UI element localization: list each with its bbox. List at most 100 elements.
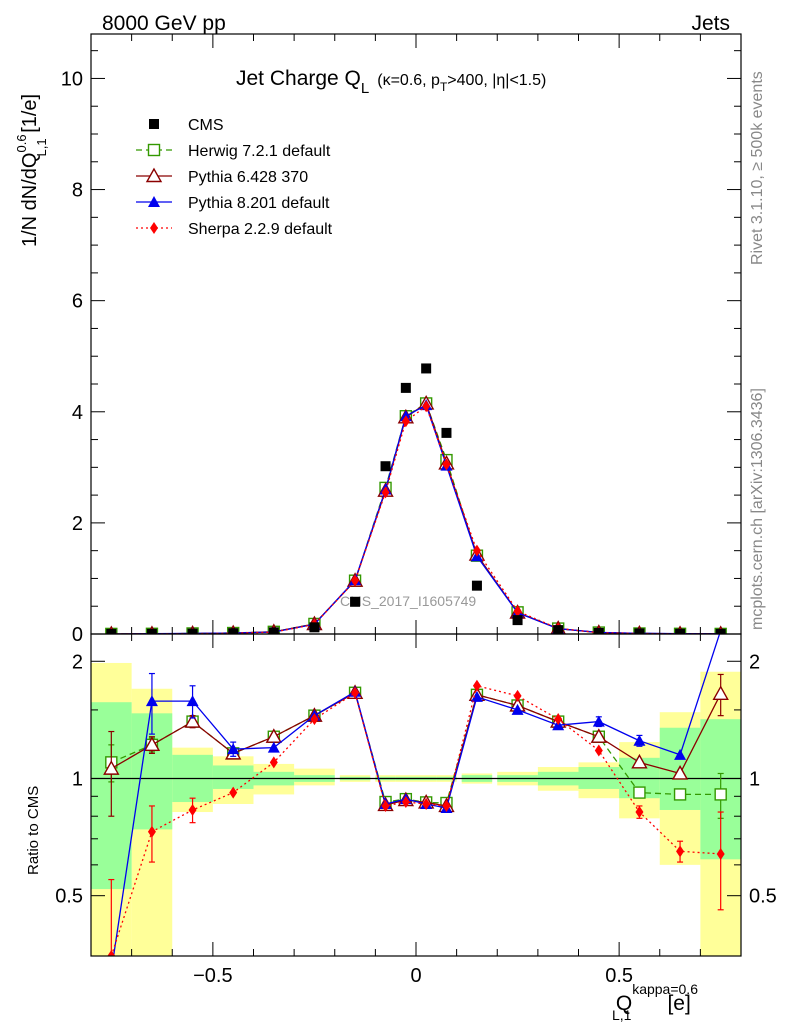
cms-data-point [350, 596, 361, 607]
cms-data-point [512, 615, 523, 626]
cms-data-point [715, 628, 726, 634]
x-tick-label: 0 [410, 965, 421, 987]
ratio-point [442, 799, 451, 812]
ratio-point [673, 788, 687, 801]
legend-label: Pythia 8.201 default [188, 195, 330, 212]
ratio-point [470, 690, 483, 702]
cms-data-point [593, 627, 604, 634]
legend-label: Pythia 6.428 370 [188, 169, 308, 186]
y-tick-label: 8 [72, 180, 83, 202]
y-tick-label: 10 [61, 68, 83, 90]
ratio-point [554, 713, 563, 726]
y-tick-label: 2 [72, 513, 83, 535]
cms-data-point [309, 622, 320, 633]
legend-marker [148, 196, 160, 207]
legend-marker [147, 143, 161, 157]
legend-label: Herwig 7.2.1 default [188, 143, 331, 160]
cms-data-point [400, 382, 411, 393]
cms-data-point [146, 628, 157, 634]
ratio-point [590, 728, 608, 743]
ratio-point [422, 797, 431, 810]
cms-data-point [553, 625, 564, 634]
ratio-point [401, 796, 410, 809]
ratio-point [594, 744, 603, 757]
cms-data-point [380, 461, 391, 472]
ratio-point [310, 713, 319, 726]
ratio-line [110, 685, 721, 956]
analysis-watermark: CMS_2017_I1605749 [340, 593, 476, 609]
ratio-point [631, 753, 648, 769]
x-tick-label: 0.5 [605, 965, 633, 987]
ratio-point [381, 799, 390, 812]
series-point [381, 486, 390, 499]
ratio-tick-label-right: 2 [749, 651, 760, 673]
ratio-tick-label-left: 2 [72, 651, 83, 673]
ratio-point [229, 786, 238, 799]
y-tick-label: 6 [72, 291, 83, 313]
ratio-point [635, 806, 644, 819]
cms-data-point [634, 628, 645, 634]
legend-marker [145, 167, 163, 183]
ratio-point [671, 765, 689, 780]
ratio-tick-label-left: 1 [72, 768, 83, 790]
ratio-tick-label-left: 0.5 [55, 886, 83, 908]
ratio-point [186, 695, 199, 707]
cms-data-point [421, 363, 432, 374]
ratio-point [712, 685, 729, 700]
ratio-point [633, 786, 646, 799]
legend-label: CMS [188, 117, 224, 134]
ratio-point [674, 748, 687, 760]
ratio-point [145, 695, 158, 707]
series-point [442, 458, 451, 471]
cms-data-point [471, 580, 482, 591]
main-series-group [105, 363, 727, 634]
cms-data-point [228, 628, 239, 634]
y-tick-label: 0 [72, 624, 83, 646]
ratio-point [633, 734, 646, 746]
rivet-version-label: Rivet 3.1.10, ≥ 500k events [749, 71, 766, 265]
cms-data-point [106, 628, 117, 634]
legend-marker [149, 119, 159, 129]
cms-data-point [187, 628, 198, 634]
ratio-point [592, 715, 605, 727]
ratio-point [513, 689, 522, 702]
ratio-band-green [212, 765, 254, 789]
cms-data-point [268, 627, 279, 634]
series-point [422, 400, 431, 413]
ratio-point [676, 845, 685, 858]
ratio-tick-label-right: 1 [749, 768, 760, 790]
ratio-point [227, 743, 240, 755]
legend: CMS Herwig 7.2.1 default Pythia 6.428 370 P… [136, 117, 333, 238]
ratio-y-axis-label: Ratio to CMS [25, 786, 42, 875]
header-process-label: Jets [691, 12, 730, 35]
legend-label: Sherpa 2.2.9 default [188, 221, 333, 238]
ratio-point [107, 950, 116, 956]
series-line [111, 405, 721, 634]
ratio-point [147, 825, 156, 838]
ratio-tick-label-right: 0.5 [749, 886, 777, 908]
ratio-plot-area [91, 634, 741, 956]
series-point [401, 415, 410, 428]
ratio-point [511, 703, 524, 715]
ratio-line [112, 634, 721, 956]
ratio-point [269, 756, 278, 769]
cms-data-point [441, 427, 452, 438]
series-point [513, 605, 522, 618]
ratio-point [143, 736, 161, 752]
series-point [351, 574, 360, 587]
x-tick-label: −0.5 [193, 965, 232, 987]
ratio-point [267, 741, 280, 753]
y-axis-label: 1/N dN/dQ0.6 L,1 [1/e] [14, 94, 49, 247]
axes: 0 2 4 6 8 10 −0.5 0 0.5 0.5 0.5 1 1 2 2 [55, 34, 777, 987]
cms-data-point [675, 628, 686, 634]
ratio-point [714, 788, 727, 801]
ratio-point [472, 679, 481, 692]
ratio-point [184, 713, 201, 728]
mcplots-label: mcplots.cern.ch [arXiv:1306.3436] [749, 388, 766, 630]
chart-title: Jet Charge QL (κ=0.6, pT>400, |η|<1.5) [236, 67, 546, 97]
ratio-point [188, 803, 197, 816]
ratio-point [351, 686, 360, 699]
header-energy-label: 8000 GeV pp [102, 12, 226, 35]
series-point [472, 544, 481, 557]
